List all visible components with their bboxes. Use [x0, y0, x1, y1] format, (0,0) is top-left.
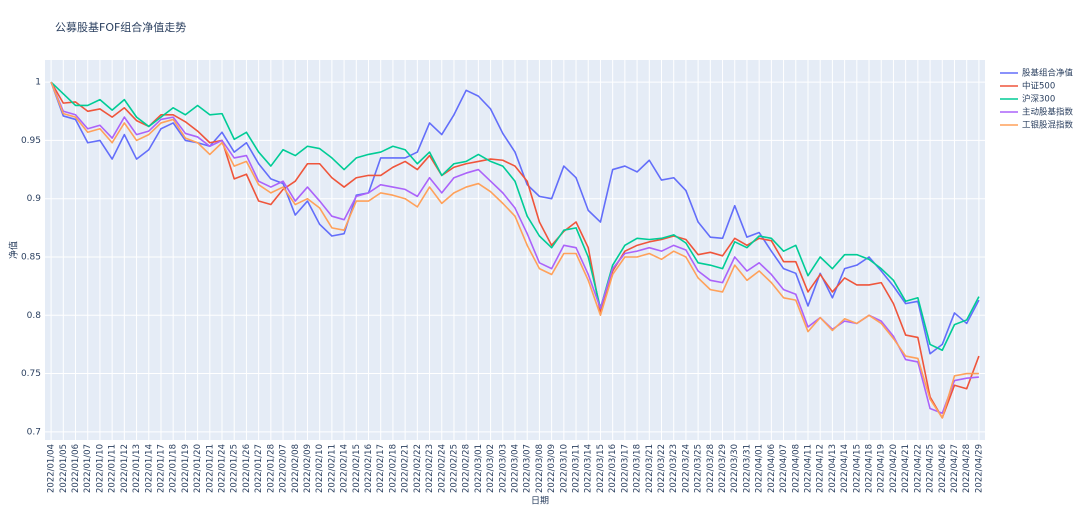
x-tick-label: 2022/02/14 [340, 444, 350, 493]
x-tick-label: 2022/03/15 [596, 444, 606, 493]
x-tick-label: 2022/04/14 [840, 444, 850, 493]
x-tick-label: 2022/01/14 [144, 444, 154, 493]
x-tick-label: 2022/01/05 [59, 444, 69, 493]
x-tick-label: 2022/03/16 [608, 444, 618, 493]
x-tick-label: 2022/04/29 [974, 444, 984, 493]
x-tick-label: 2022/02/07 [279, 444, 289, 493]
x-tick-label: 2022/04/25 [926, 444, 936, 493]
y-tick-label: 0.8 [27, 311, 42, 321]
x-tick-label: 2022/03/04 [511, 444, 521, 493]
x-tick-label: 2022/01/28 [266, 444, 276, 493]
x-tick-label: 2022/02/28 [462, 444, 472, 493]
x-tick-label: 2022/04/26 [938, 444, 948, 493]
x-tick-label: 2022/01/19 [181, 444, 191, 493]
x-tick-label: 2022/01/18 [169, 444, 179, 493]
x-tick-label: 2022/02/24 [437, 444, 447, 493]
x-tick-label: 2022/02/22 [413, 444, 423, 493]
x-tick-label: 2022/02/17 [376, 444, 386, 493]
x-tick-label: 2022/02/25 [449, 444, 459, 493]
x-tick-label: 2022/02/23 [425, 444, 435, 493]
x-tick-label: 2022/02/08 [291, 444, 301, 493]
x-tick-label: 2022/03/11 [572, 444, 582, 493]
x-tick-label: 2022/01/21 [205, 444, 215, 493]
x-tick-label: 2022/04/22 [913, 444, 923, 493]
x-tick-label: 2022/03/24 [681, 444, 691, 493]
x-tick-label: 2022/03/14 [584, 444, 594, 493]
x-tick-label: 2022/04/01 [755, 444, 765, 493]
y-tick-label: 0.9 [27, 194, 42, 204]
y-tick-label: 0.85 [21, 252, 41, 262]
y-tick-label: 0.7 [27, 427, 41, 437]
x-tick-label: 2022/04/11 [803, 444, 813, 493]
x-tick-label: 2022/03/01 [474, 444, 484, 493]
x-tick-label: 2022/01/10 [95, 444, 105, 493]
x-tick-label: 2022/01/11 [108, 444, 118, 493]
x-tick-label: 2022/03/17 [620, 444, 630, 493]
x-tick-label: 2022/04/28 [962, 444, 972, 493]
x-tick-label: 2022/04/15 [852, 444, 862, 493]
x-tick-label: 2022/04/06 [767, 444, 777, 493]
x-tick-label: 2022/03/29 [718, 444, 728, 493]
x-tick-label: 2022/03/10 [559, 444, 569, 493]
x-tick-label: 2022/01/17 [156, 444, 166, 493]
x-tick-label: 2022/04/27 [950, 444, 960, 493]
x-tick-label: 2022/03/23 [669, 444, 679, 493]
x-tick-label: 2022/03/31 [742, 444, 752, 493]
y-tick-label: 0.75 [21, 369, 41, 379]
x-tick-label: 2022/01/06 [71, 444, 81, 493]
x-tick-label: 2022/04/12 [816, 444, 826, 493]
series-line [50, 81, 980, 419]
x-tick-label: 2022/03/09 [547, 444, 557, 493]
x-tick-label: 2022/02/11 [327, 444, 337, 493]
x-tick-label: 2022/04/19 [877, 444, 887, 493]
legend-label: 中证500 [1022, 81, 1055, 92]
x-tick-label: 2022/01/27 [254, 444, 264, 493]
legend-label: 工银股混指数 [1022, 120, 1074, 131]
x-tick-label: 2022/03/22 [657, 444, 667, 493]
x-tick-label: 2022/03/07 [523, 444, 533, 493]
y-tick-label: 1 [35, 78, 41, 88]
series-line [50, 81, 980, 352]
y-tick-label: 0.95 [21, 136, 41, 146]
x-tick-label: 2022/03/21 [645, 444, 655, 493]
chart-title: 公募股基FOF组合净值走势 [55, 20, 186, 34]
x-tick-label: 2022/03/02 [486, 444, 496, 493]
x-tick-label: 2022/02/18 [388, 444, 398, 493]
x-tick-label: 2022/02/21 [401, 444, 411, 493]
x-tick-label: 2022/04/21 [901, 444, 911, 493]
x-tick-label: 2022/03/28 [706, 444, 716, 493]
x-tick-label: 2022/01/13 [132, 444, 142, 493]
x-tick-label: 2022/01/20 [193, 444, 203, 493]
legend-label: 主动股基指数 [1022, 107, 1074, 118]
x-tick-label: 2022/01/12 [120, 444, 130, 493]
x-tick-label: 2022/03/18 [633, 444, 643, 493]
x-tick-label: 2022/01/26 [242, 444, 252, 493]
x-tick-label: 2022/04/18 [865, 444, 875, 493]
x-tick-label: 2022/01/07 [83, 444, 93, 493]
x-tick-label: 2022/04/13 [828, 444, 838, 493]
x-tick-label: 2022/02/09 [303, 444, 313, 493]
y-axis-title: 净值 [8, 241, 20, 259]
x-tick-label: 2022/01/25 [230, 444, 240, 493]
x-axis-title: 日期 [531, 496, 549, 507]
x-tick-label: 2022/01/04 [47, 444, 57, 493]
legend-label: 沪深300 [1022, 94, 1055, 105]
x-tick-label: 2022/02/16 [364, 444, 374, 493]
x-tick-label: 2022/04/07 [779, 444, 789, 493]
x-tick-label: 2022/03/30 [730, 444, 740, 493]
x-tick-label: 2022/01/24 [218, 444, 228, 493]
x-tick-label: 2022/02/10 [315, 444, 325, 493]
series-line [50, 81, 979, 419]
x-tick-label: 2022/03/03 [498, 444, 508, 493]
x-tick-label: 2022/03/08 [535, 444, 545, 493]
x-tick-label: 2022/03/25 [694, 444, 704, 493]
x-tick-label: 2022/04/20 [889, 444, 899, 493]
legend-label: 股基组合净值 [1022, 68, 1074, 79]
x-tick-label: 2022/04/08 [791, 444, 801, 493]
x-tick-label: 2022/02/15 [352, 444, 362, 493]
